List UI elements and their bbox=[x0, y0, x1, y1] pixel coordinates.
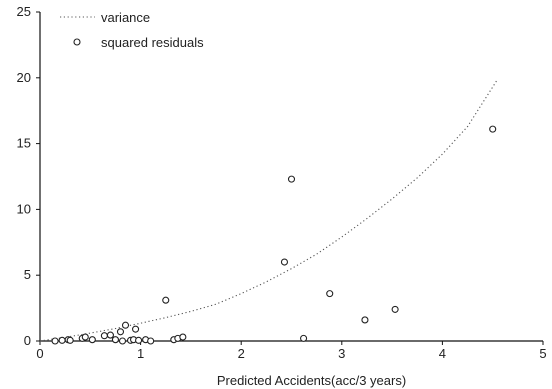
variance-series bbox=[39, 78, 499, 342]
x-tick-label: 3 bbox=[338, 346, 345, 361]
legend: variance squared residuals bbox=[60, 10, 204, 50]
data-point bbox=[100, 332, 108, 340]
x-tick-label: 0 bbox=[36, 346, 43, 361]
axes: 0 5 10 15 20 25 0 1 2 3 4 5 bbox=[17, 4, 547, 361]
data-point bbox=[81, 333, 89, 341]
data-point bbox=[51, 337, 59, 345]
legend-residuals-label: squared residuals bbox=[101, 35, 204, 50]
data-point bbox=[287, 175, 296, 183]
data-point bbox=[280, 258, 289, 266]
data-point bbox=[66, 336, 74, 344]
data-point bbox=[132, 325, 140, 333]
y-tick-label: 0 bbox=[24, 333, 31, 348]
x-tick-label: 1 bbox=[137, 346, 144, 361]
data-point bbox=[58, 336, 66, 344]
data-point bbox=[88, 336, 96, 344]
variance-line bbox=[39, 78, 499, 342]
data-point bbox=[489, 125, 497, 133]
x-tick-label: 2 bbox=[238, 346, 245, 361]
data-point bbox=[111, 336, 119, 344]
data-point bbox=[147, 337, 155, 345]
squared-residuals-series bbox=[51, 125, 497, 345]
legend-variance-label: variance bbox=[101, 10, 150, 25]
data-point bbox=[106, 331, 114, 339]
y-tick-label: 10 bbox=[17, 201, 31, 216]
legend-residuals-swatch bbox=[73, 38, 81, 46]
data-point bbox=[361, 316, 369, 324]
y-tick-label: 15 bbox=[17, 136, 31, 151]
data-point bbox=[179, 333, 187, 341]
x-tick-label: 4 bbox=[439, 346, 446, 361]
y-tick-label: 25 bbox=[17, 4, 31, 19]
data-point bbox=[300, 334, 308, 342]
data-point bbox=[116, 328, 125, 336]
data-point bbox=[162, 296, 170, 304]
data-point bbox=[121, 321, 130, 329]
y-tick-label: 5 bbox=[24, 267, 31, 282]
x-axis-title: Predicted Accidents(acc/3 years) bbox=[217, 373, 406, 388]
data-point bbox=[118, 337, 127, 345]
data-point bbox=[391, 305, 399, 313]
y-tick-label: 20 bbox=[17, 70, 31, 85]
data-point bbox=[326, 290, 334, 298]
data-point bbox=[135, 336, 143, 344]
x-tick-label: 5 bbox=[539, 346, 546, 361]
